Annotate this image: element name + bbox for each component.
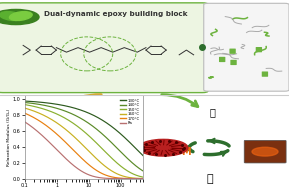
Circle shape [0, 9, 39, 25]
Ra [138, 177, 142, 180]
130°C [120, 134, 123, 136]
Ra [93, 176, 97, 178]
Ra [23, 121, 26, 123]
Ra [87, 174, 90, 176]
150°C [80, 128, 83, 131]
160°C [23, 107, 26, 109]
160°C [138, 177, 142, 180]
160°C [80, 143, 83, 145]
130°C [141, 155, 145, 157]
170°C [138, 177, 142, 180]
Legend: 130°C, 140°C, 150°C, 160°C, 170°C, Ra: 130°C, 140°C, 150°C, 160°C, 170°C, Ra [119, 97, 141, 127]
150°C [93, 140, 97, 143]
Text: M: M [181, 147, 191, 157]
130°C [80, 109, 83, 112]
FancyBboxPatch shape [256, 47, 262, 52]
Circle shape [252, 147, 278, 156]
160°C [120, 174, 123, 177]
130°C [23, 100, 26, 102]
FancyBboxPatch shape [229, 49, 236, 54]
Ra [80, 170, 83, 172]
130°C [87, 112, 90, 114]
Line: 170°C: 170°C [25, 113, 143, 179]
Ra [141, 177, 145, 180]
170°C [141, 177, 145, 180]
Y-axis label: Relaxation Modulus (G/G₀): Relaxation Modulus (G/G₀) [7, 108, 11, 166]
170°C [79, 156, 83, 159]
Line: 160°C: 160°C [25, 108, 143, 179]
140°C [141, 170, 145, 172]
170°C [87, 163, 90, 166]
170°C [93, 168, 97, 171]
Ra [120, 177, 123, 180]
Line: 130°C: 130°C [25, 101, 143, 156]
160°C [93, 156, 97, 158]
150°C [141, 176, 145, 178]
170°C [23, 112, 26, 114]
Line: 140°C: 140°C [25, 102, 143, 171]
150°C [79, 128, 83, 130]
FancyBboxPatch shape [244, 140, 286, 163]
140°C [79, 117, 83, 119]
150°C [23, 103, 26, 106]
170°C [120, 177, 123, 179]
FancyBboxPatch shape [0, 3, 208, 93]
140°C [80, 118, 83, 120]
140°C [23, 101, 26, 104]
150°C [87, 135, 90, 137]
130°C [79, 109, 83, 111]
Text: 🔥: 🔥 [206, 174, 213, 184]
140°C [87, 122, 90, 124]
Line: Ra: Ra [25, 122, 143, 179]
160°C [87, 150, 90, 152]
160°C [79, 142, 83, 144]
130°C [93, 115, 97, 117]
150°C [138, 175, 142, 178]
140°C [120, 152, 123, 154]
FancyBboxPatch shape [262, 71, 268, 77]
Line: 150°C: 150°C [25, 105, 143, 177]
Text: Dual-dynamic epoxy building block: Dual-dynamic epoxy building block [44, 11, 187, 17]
150°C [120, 166, 123, 168]
170°C [80, 157, 83, 159]
130°C [138, 152, 142, 154]
160°C [141, 177, 145, 180]
FancyBboxPatch shape [219, 57, 225, 62]
Text: 🔧: 🔧 [210, 107, 215, 117]
Ellipse shape [10, 12, 32, 20]
FancyBboxPatch shape [230, 60, 237, 65]
Ra [79, 170, 83, 172]
140°C [138, 168, 142, 170]
Circle shape [139, 139, 188, 156]
Ellipse shape [0, 12, 22, 20]
140°C [93, 127, 97, 129]
FancyBboxPatch shape [204, 3, 289, 91]
